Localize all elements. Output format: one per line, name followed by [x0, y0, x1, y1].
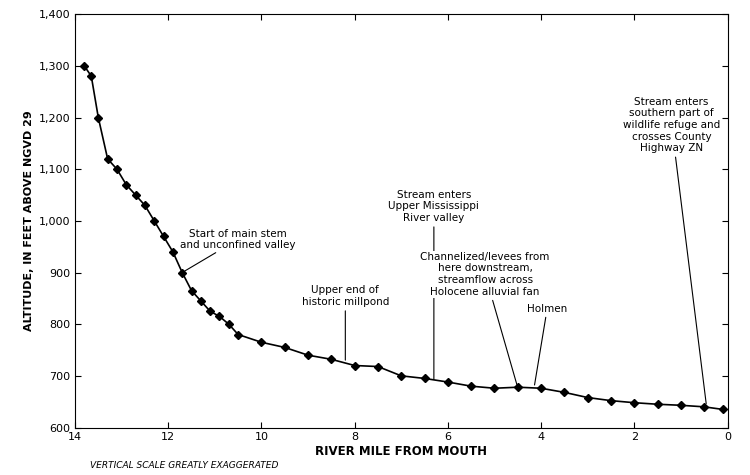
- Text: Holmen: Holmen: [527, 304, 567, 385]
- Text: Upper end of
historic millpond: Upper end of historic millpond: [302, 285, 389, 360]
- Text: Stream enters
southern part of
wildlife refuge and
crosses County
Highway ZN: Stream enters southern part of wildlife …: [623, 97, 720, 404]
- Text: Channelized/levees from
here downstream,
streamflow across
Holocene alluvial fan: Channelized/levees from here downstream,…: [421, 252, 550, 385]
- Text: Stream enters
Upper Mississippi
River valley: Stream enters Upper Mississippi River va…: [388, 190, 479, 379]
- X-axis label: RIVER MILE FROM MOUTH: RIVER MILE FROM MOUTH: [315, 445, 488, 458]
- Text: VERTICAL SCALE GREATLY EXAGGERATED: VERTICAL SCALE GREATLY EXAGGERATED: [90, 461, 278, 470]
- Text: Start of main stem
and unconfined valley: Start of main stem and unconfined valley: [181, 228, 296, 271]
- Y-axis label: ALTITUDE, IN FEET ABOVE NGVD 29: ALTITUDE, IN FEET ABOVE NGVD 29: [24, 111, 34, 331]
